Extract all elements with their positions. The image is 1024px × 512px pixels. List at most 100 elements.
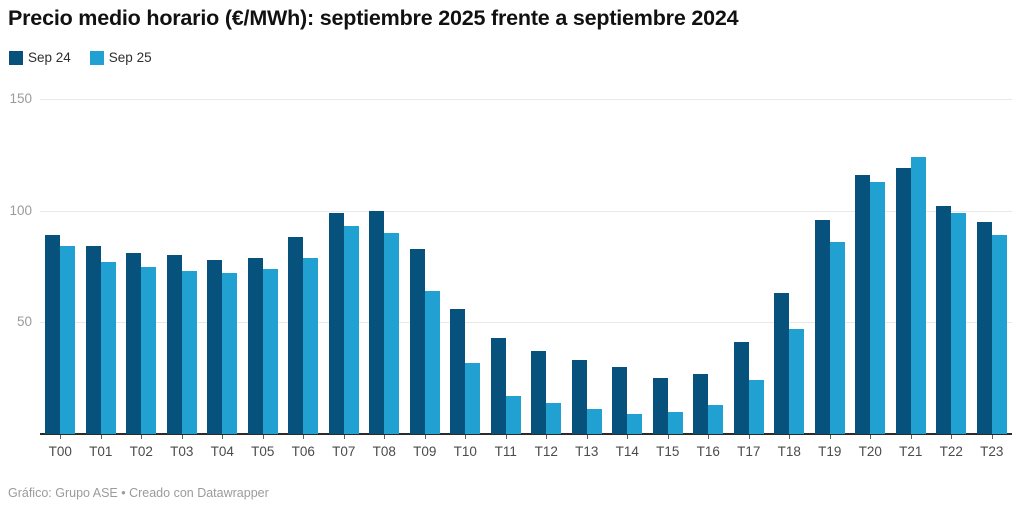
x-tick-t06 (303, 435, 305, 439)
x-axis-labels: T00 T01 T02 T03 T04 T05 T06 T07 T08 T09 T10 T11 T12 T… (40, 444, 1012, 461)
x-tick-t05 (262, 435, 264, 439)
x-tick-label-t16: T16 (696, 444, 720, 459)
bar-sep25-t09 (424, 291, 440, 434)
attribution: Gráfico: Grupo ASE • Creado con Datawrap… (8, 486, 269, 500)
bar-group-t23 (972, 99, 1013, 434)
gridline-100 (40, 210, 1012, 212)
x-tick-t01 (100, 435, 102, 439)
bar-group-t11 (486, 99, 527, 434)
x-tick-label-t00: T00 (48, 444, 72, 459)
bar-sep25-t14 (627, 413, 643, 434)
x-tick-t07 (343, 435, 345, 439)
legend-item-sep24: Sep 24 (9, 50, 71, 65)
x-tick-label-t11: T11 (494, 444, 517, 459)
bar-sep24-t07 (328, 212, 344, 434)
bar-sep25-t06 (303, 257, 319, 434)
bar-sep25-t19 (829, 241, 845, 434)
bar-group-t01 (81, 99, 122, 434)
x-tick-label-t22: T22 (939, 444, 963, 459)
bar-sep25-t12 (546, 402, 562, 434)
bar-group-t18 (769, 99, 810, 434)
bar-group-t06 (283, 99, 324, 434)
bar-group-t22 (931, 99, 972, 434)
x-tick-label-t09: T09 (413, 444, 437, 459)
bar-sep24-t06 (288, 237, 304, 434)
bar-sep24-t11 (490, 337, 506, 434)
bar-sep25-t04 (222, 273, 238, 434)
bar-sep24-t15 (652, 378, 668, 434)
bar-group-t09 (405, 99, 446, 434)
gridline-50 (40, 322, 1012, 324)
bar-sep25-t01 (100, 262, 116, 434)
bar-sep25-t03 (181, 270, 197, 434)
bar-sep24-t17 (733, 342, 749, 434)
bar-sep24-t03 (166, 255, 182, 434)
x-tick-t22 (951, 435, 953, 439)
legend-label-sep24: Sep 24 (28, 50, 71, 65)
bar-group-t21 (891, 99, 932, 434)
x-tick-t10 (465, 435, 467, 439)
x-tick-label-t18: T18 (777, 444, 801, 459)
bar-group-t04 (202, 99, 243, 434)
bar-sep25-t00 (60, 246, 76, 434)
bar-group-t16 (688, 99, 729, 434)
bar-sep24-t14 (612, 367, 628, 434)
legend-item-sep25: Sep 25 (89, 50, 152, 65)
x-tick-label-t06: T06 (291, 444, 315, 459)
datawrapper-link[interactable]: Creado con Datawrapper (129, 486, 269, 500)
x-tick-t20 (870, 435, 872, 439)
bar-sep24-t12 (531, 351, 547, 434)
x-axis-ticks (40, 435, 1012, 440)
x-tick-t19 (829, 435, 831, 439)
bar-sep24-t21 (895, 168, 911, 434)
bar-sep25-t20 (870, 181, 886, 434)
x-tick-t08 (384, 435, 386, 439)
x-tick-t21 (910, 435, 912, 439)
bar-group-t19 (810, 99, 851, 434)
bar-group-t20 (850, 99, 891, 434)
bar-sep24-t18 (774, 293, 790, 434)
x-tick-t15 (667, 435, 669, 439)
y-tick-label-100: 100 (9, 202, 32, 218)
legend-label-sep25: Sep 25 (108, 50, 152, 65)
x-tick-t09 (424, 435, 426, 439)
bar-sep25-t02 (141, 266, 157, 434)
bar-sep25-t05 (262, 268, 278, 434)
x-tick-label-t01: T01 (89, 444, 113, 459)
bar-group-t13 (567, 99, 608, 434)
x-tick-t03 (181, 435, 183, 439)
bar-sep25-t17 (748, 380, 764, 434)
legend-swatch-sep24 (9, 50, 23, 65)
gridline-150 (40, 99, 1012, 100)
chart-title: Precio medio horario (€/MWh): septiembre… (8, 6, 739, 30)
x-tick-label-t20: T20 (858, 444, 882, 459)
bar-sep24-t23 (976, 221, 992, 434)
x-tick-t13 (586, 435, 588, 439)
x-tick-label-t04: T04 (210, 444, 234, 459)
x-tick-label-t07: T07 (332, 444, 356, 459)
bar-group-t00 (40, 99, 81, 434)
bar-sep24-t09 (409, 248, 425, 434)
bar-sep24-t10 (450, 308, 466, 434)
x-tick-t00 (60, 435, 62, 439)
x-tick-label-t12: T12 (534, 444, 558, 459)
bar-sep25-t15 (667, 411, 683, 434)
x-tick-label-t23: T23 (980, 444, 1004, 459)
bar-sep24-t22 (936, 206, 952, 434)
bar-group-t08 (364, 99, 405, 434)
bar-sep24-t20 (855, 174, 871, 434)
bar-sep25-t16 (708, 404, 724, 434)
bar-sep24-t16 (693, 373, 709, 434)
x-tick-label-t03: T03 (170, 444, 194, 459)
y-axis-labels: 150 100 50 (0, 91, 34, 434)
bar-group-t03 (162, 99, 203, 434)
x-tick-label-t21: T21 (899, 444, 923, 459)
bar-sep24-t05 (247, 257, 263, 434)
bar-sep24-t00 (45, 235, 61, 434)
bar-group-t05 (243, 99, 284, 434)
x-tick-t02 (141, 435, 143, 439)
x-tick-label-t19: T19 (818, 444, 842, 459)
bar-sep25-t08 (384, 233, 400, 434)
legend: Sep 24 Sep 25 (9, 50, 152, 65)
bar-sep25-t22 (951, 212, 967, 434)
